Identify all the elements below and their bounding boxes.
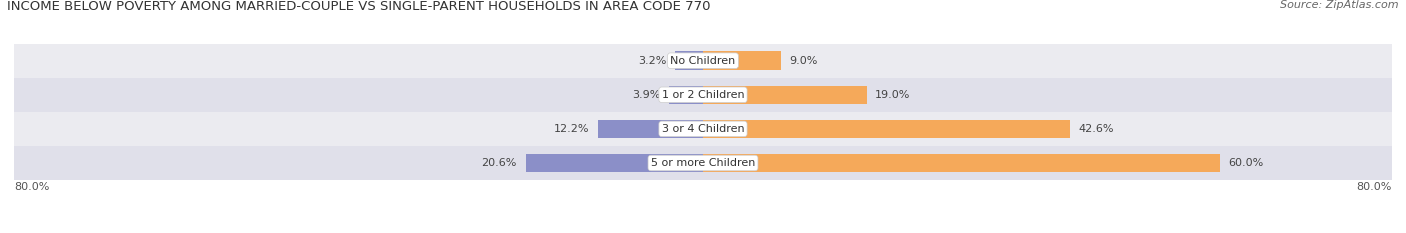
Bar (14, 146, 1392, 180)
Text: 80.0%: 80.0% (1357, 182, 1392, 192)
Bar (703, 154, 1219, 172)
Bar (703, 120, 1070, 138)
Bar (598, 120, 703, 138)
Text: 42.6%: 42.6% (1078, 124, 1114, 134)
Text: 5 or more Children: 5 or more Children (651, 158, 755, 168)
Bar (675, 51, 703, 70)
Text: No Children: No Children (671, 56, 735, 66)
Text: 1 or 2 Children: 1 or 2 Children (662, 90, 744, 100)
Text: 19.0%: 19.0% (875, 90, 911, 100)
Text: 3.2%: 3.2% (638, 56, 666, 66)
Text: 9.0%: 9.0% (789, 56, 817, 66)
Bar (14, 44, 1392, 78)
Bar (703, 51, 780, 70)
Bar (14, 78, 1392, 112)
Text: 3 or 4 Children: 3 or 4 Children (662, 124, 744, 134)
Text: 60.0%: 60.0% (1229, 158, 1264, 168)
Text: INCOME BELOW POVERTY AMONG MARRIED-COUPLE VS SINGLE-PARENT HOUSEHOLDS IN AREA CO: INCOME BELOW POVERTY AMONG MARRIED-COUPL… (7, 0, 710, 13)
Text: 12.2%: 12.2% (554, 124, 589, 134)
Bar (703, 86, 866, 104)
Text: 80.0%: 80.0% (14, 182, 49, 192)
Text: Source: ZipAtlas.com: Source: ZipAtlas.com (1281, 0, 1399, 10)
Bar (14, 112, 1392, 146)
Text: 3.9%: 3.9% (633, 90, 661, 100)
Bar (526, 154, 703, 172)
Bar (669, 86, 703, 104)
Text: 20.6%: 20.6% (482, 158, 517, 168)
Legend: Married Couples, Single Parents: Married Couples, Single Parents (592, 230, 814, 233)
